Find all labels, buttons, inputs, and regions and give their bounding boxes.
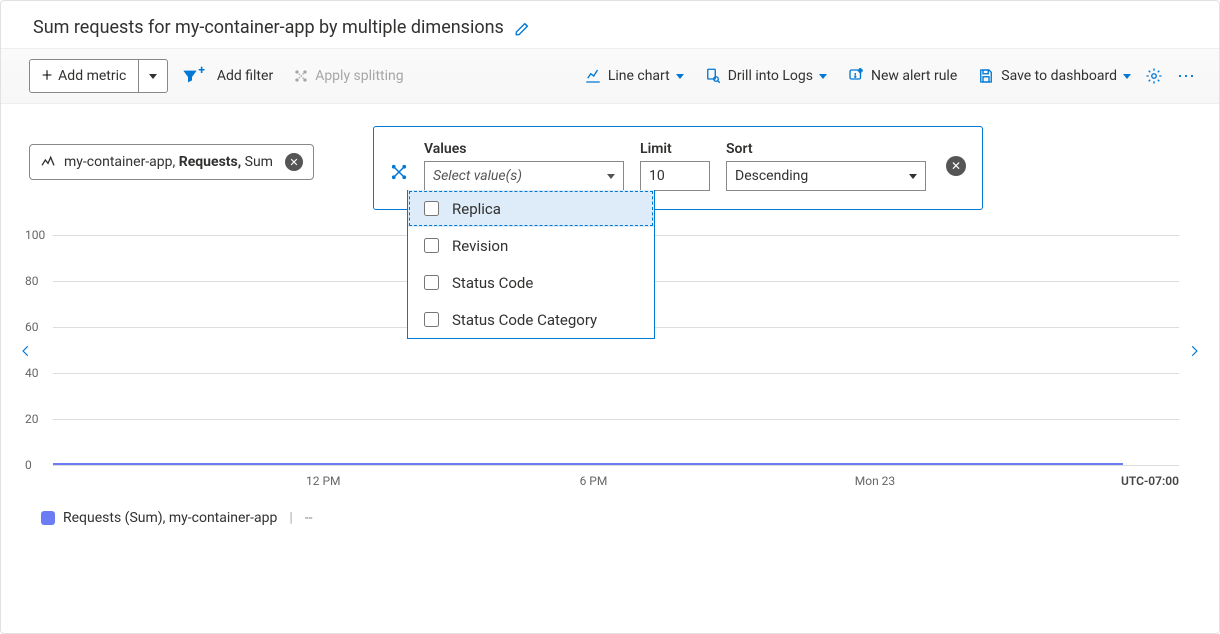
option-checkbox[interactable] xyxy=(424,238,439,253)
legend-separator: | xyxy=(285,510,296,526)
save-icon xyxy=(977,67,995,85)
series-line xyxy=(53,463,1123,465)
x-tick-label: 12 PM xyxy=(306,474,341,488)
page-title: Sum requests for my-container-app by mul… xyxy=(33,17,504,38)
gear-icon xyxy=(1145,67,1163,85)
filter-icon xyxy=(182,68,198,84)
y-tick-label: 60 xyxy=(25,320,39,334)
values-option[interactable]: Status Code Category xyxy=(408,301,654,338)
line-chart-label: Line chart xyxy=(608,68,670,84)
sort-label: Sort xyxy=(726,141,926,157)
new-alert-button[interactable]: + New alert rule xyxy=(841,63,963,89)
gridline xyxy=(53,465,1179,466)
y-tick-label: 0 xyxy=(25,458,32,472)
save-dashboard-button[interactable]: Save to dashboard xyxy=(971,63,1137,89)
line-chart-button[interactable]: Line chart xyxy=(578,63,690,89)
option-checkbox[interactable] xyxy=(424,275,439,290)
y-tick-label: 40 xyxy=(25,366,39,380)
chevron-down-icon xyxy=(1123,74,1131,79)
drill-logs-label: Drill into Logs xyxy=(728,68,813,84)
apply-splitting-label: Apply splitting xyxy=(315,68,403,84)
add-metric-label: Add metric xyxy=(58,68,126,84)
remove-metric-button[interactable]: ✕ xyxy=(285,153,303,171)
y-tick-label: 100 xyxy=(25,228,45,242)
logs-icon xyxy=(704,67,722,85)
toolbar: + Add metric + Add filter Apply splittin… xyxy=(1,48,1219,104)
values-dropdown: Replica Revision Status Code Status Code Ca… xyxy=(407,190,655,339)
option-checkbox[interactable] xyxy=(424,312,439,327)
values-label: Values xyxy=(424,141,624,157)
chart-next-button[interactable] xyxy=(1187,340,1201,362)
legend-swatch xyxy=(41,511,55,525)
y-tick-label: 80 xyxy=(25,274,39,288)
metrics-card: Sum requests for my-container-app by mul… xyxy=(0,0,1220,634)
chart-legend: Requests (Sum), my-container-app | -- xyxy=(1,500,1219,526)
chart-xaxis: 12 PM 6 PM Mon 23 UTC-07:00 xyxy=(53,474,1179,498)
values-select[interactable]: Select value(s) xyxy=(424,161,624,191)
gridline xyxy=(53,419,1179,420)
alert-icon: + xyxy=(847,67,865,85)
pill-text: my-container-app, Requests, Sum xyxy=(64,154,273,170)
pill-resource: my-container-app, xyxy=(64,154,179,170)
values-placeholder: Select value(s) xyxy=(433,168,522,184)
limit-label: Limit xyxy=(640,141,710,157)
pill-agg: Sum xyxy=(245,154,273,170)
values-option[interactable]: Status Code xyxy=(408,264,654,301)
split-panel-icon xyxy=(390,163,408,181)
limit-field: Limit 10 xyxy=(640,141,710,191)
svg-text:+: + xyxy=(858,67,862,75)
timezone-label: UTC-07:00 xyxy=(1121,474,1179,488)
add-metric-caret[interactable] xyxy=(139,60,167,92)
gridline xyxy=(53,373,1179,374)
chevron-down-icon xyxy=(819,74,827,79)
chevron-right-icon xyxy=(1187,340,1201,362)
line-chart-icon xyxy=(584,67,602,85)
sort-value: Descending xyxy=(735,168,808,184)
limit-value: 10 xyxy=(649,168,665,184)
metric-icon xyxy=(40,154,56,170)
option-label: Revision xyxy=(452,237,508,255)
option-label: Status Code xyxy=(452,274,533,292)
chevron-down-icon xyxy=(676,74,684,79)
option-label: Replica xyxy=(452,200,501,218)
split-icon xyxy=(293,68,309,84)
chevron-left-icon xyxy=(19,340,33,362)
values-field: Values Select value(s) xyxy=(424,141,624,191)
x-tick-label: Mon 23 xyxy=(855,474,895,488)
add-filter-label: Add filter xyxy=(217,68,273,84)
edit-title-icon[interactable] xyxy=(514,19,532,37)
title-row: Sum requests for my-container-app by mul… xyxy=(1,1,1219,48)
settings-button[interactable] xyxy=(1145,67,1163,85)
metric-config-row: my-container-app, Requests, Sum ✕ Values… xyxy=(1,104,1219,200)
y-tick-label: 20 xyxy=(25,412,39,426)
option-label: Status Code Category xyxy=(452,311,597,329)
metric-pill[interactable]: my-container-app, Requests, Sum ✕ xyxy=(29,144,314,180)
add-filter-button[interactable]: + Add filter xyxy=(176,64,279,88)
x-tick-label: 6 PM xyxy=(580,474,608,488)
chevron-down-icon xyxy=(607,174,615,179)
option-checkbox[interactable] xyxy=(424,201,439,216)
close-split-panel-button[interactable]: ✕ xyxy=(946,156,966,176)
add-metric-button[interactable]: + Add metric xyxy=(29,59,168,93)
new-alert-label: New alert rule xyxy=(871,68,957,84)
plus-icon: + xyxy=(42,67,52,85)
sort-select[interactable]: Descending xyxy=(726,161,926,191)
chart-prev-button[interactable] xyxy=(19,340,33,362)
sort-field: Sort Descending xyxy=(726,141,926,191)
pill-metric: Requests, xyxy=(179,154,245,170)
more-button[interactable]: ⋯ xyxy=(1171,66,1203,87)
values-option[interactable]: Revision xyxy=(408,227,654,264)
save-dashboard-label: Save to dashboard xyxy=(1001,68,1117,84)
legend-value: -- xyxy=(305,510,313,526)
chevron-down-icon xyxy=(909,174,917,179)
values-option[interactable]: Replica xyxy=(408,190,654,227)
legend-label: Requests (Sum), my-container-app xyxy=(63,510,277,526)
drill-logs-button[interactable]: Drill into Logs xyxy=(698,63,833,89)
limit-input[interactable]: 10 xyxy=(640,161,710,191)
apply-splitting-button: Apply splitting xyxy=(287,64,409,88)
